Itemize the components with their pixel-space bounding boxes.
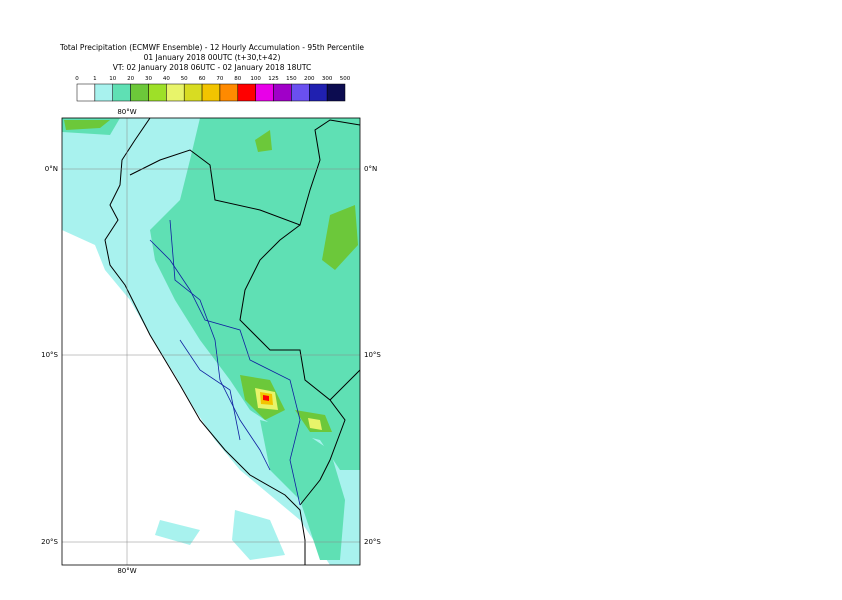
colorbar-label: 125 (268, 76, 279, 82)
lat-label: 10°S (364, 351, 381, 359)
precip-green (322, 205, 358, 270)
colorbar-label: 500 (340, 76, 351, 82)
colorbar-box (112, 83, 131, 102)
border (129, 119, 360, 226)
precip-green (255, 130, 272, 152)
colorbar-box (273, 83, 292, 102)
title: Total Precipitation (ECMWF Ensemble) - 1… (59, 43, 364, 52)
lat-label: 20°S (364, 538, 381, 546)
colorbar-label: 40 (163, 76, 170, 82)
colorbar-box (255, 83, 274, 102)
lat-label: 10°S (41, 351, 58, 359)
precip-teal (260, 420, 345, 560)
precip-light (155, 520, 200, 545)
colorbar-box (94, 83, 113, 102)
colorbar-label: 200 (304, 76, 315, 82)
colorbar-box (201, 83, 221, 102)
colorbar-box (76, 83, 96, 102)
coastline (104, 118, 306, 565)
border (239, 224, 346, 506)
colorbar-box (166, 83, 185, 102)
lat-label: 0°N (45, 165, 58, 173)
colorbar-label: 0 (75, 76, 79, 82)
colorbar-label: 150 (286, 76, 297, 82)
colorbar-box (237, 83, 256, 102)
border (329, 369, 360, 401)
lon-label: 80°W (117, 567, 136, 575)
colorbar-label: 60 (199, 76, 206, 82)
colorbar-label: 50 (181, 76, 188, 82)
lat-label: 20°S (41, 538, 58, 546)
colorbar-box (130, 83, 149, 102)
colorbar-label: 30 (145, 76, 152, 82)
precip-light (232, 510, 285, 560)
colorbar-box (219, 83, 239, 102)
lon-label: 80°W (117, 108, 136, 116)
colorbar-label: 10 (109, 76, 116, 82)
precip-red (263, 395, 269, 401)
colorbar-box (183, 83, 203, 102)
map: 80°W 80°W 0°N 0°N 10°S 10°S 20°S 20°S (41, 108, 381, 575)
colorbar-box (291, 83, 310, 102)
precip-green (64, 120, 110, 130)
region-border (149, 239, 301, 506)
base-time: 01 January 2018 00UTC (t+30,t+42) (144, 53, 281, 62)
colorbar: 0 1 10 20 30 40 50 60 70 80 100 125 150 200 300 500 (75, 76, 351, 102)
colorbar-label: 80 (234, 76, 241, 82)
colorbar-label: 20 (127, 76, 134, 82)
colorbar-label: 1 (93, 76, 97, 82)
map-frame (61, 117, 361, 566)
colorbar-box (148, 83, 167, 102)
lat-label: 0°N (364, 165, 377, 173)
region-border (169, 219, 271, 471)
valid-time: VT: 02 January 2018 06UTC - 02 January 2… (113, 63, 312, 72)
colorbar-label: 300 (322, 76, 333, 82)
colorbar-label: 100 (250, 76, 261, 82)
precip-yellow (308, 418, 322, 430)
colorbar-box (309, 83, 328, 102)
colorbar-label: 70 (216, 76, 223, 82)
colorbar-box (326, 83, 346, 102)
